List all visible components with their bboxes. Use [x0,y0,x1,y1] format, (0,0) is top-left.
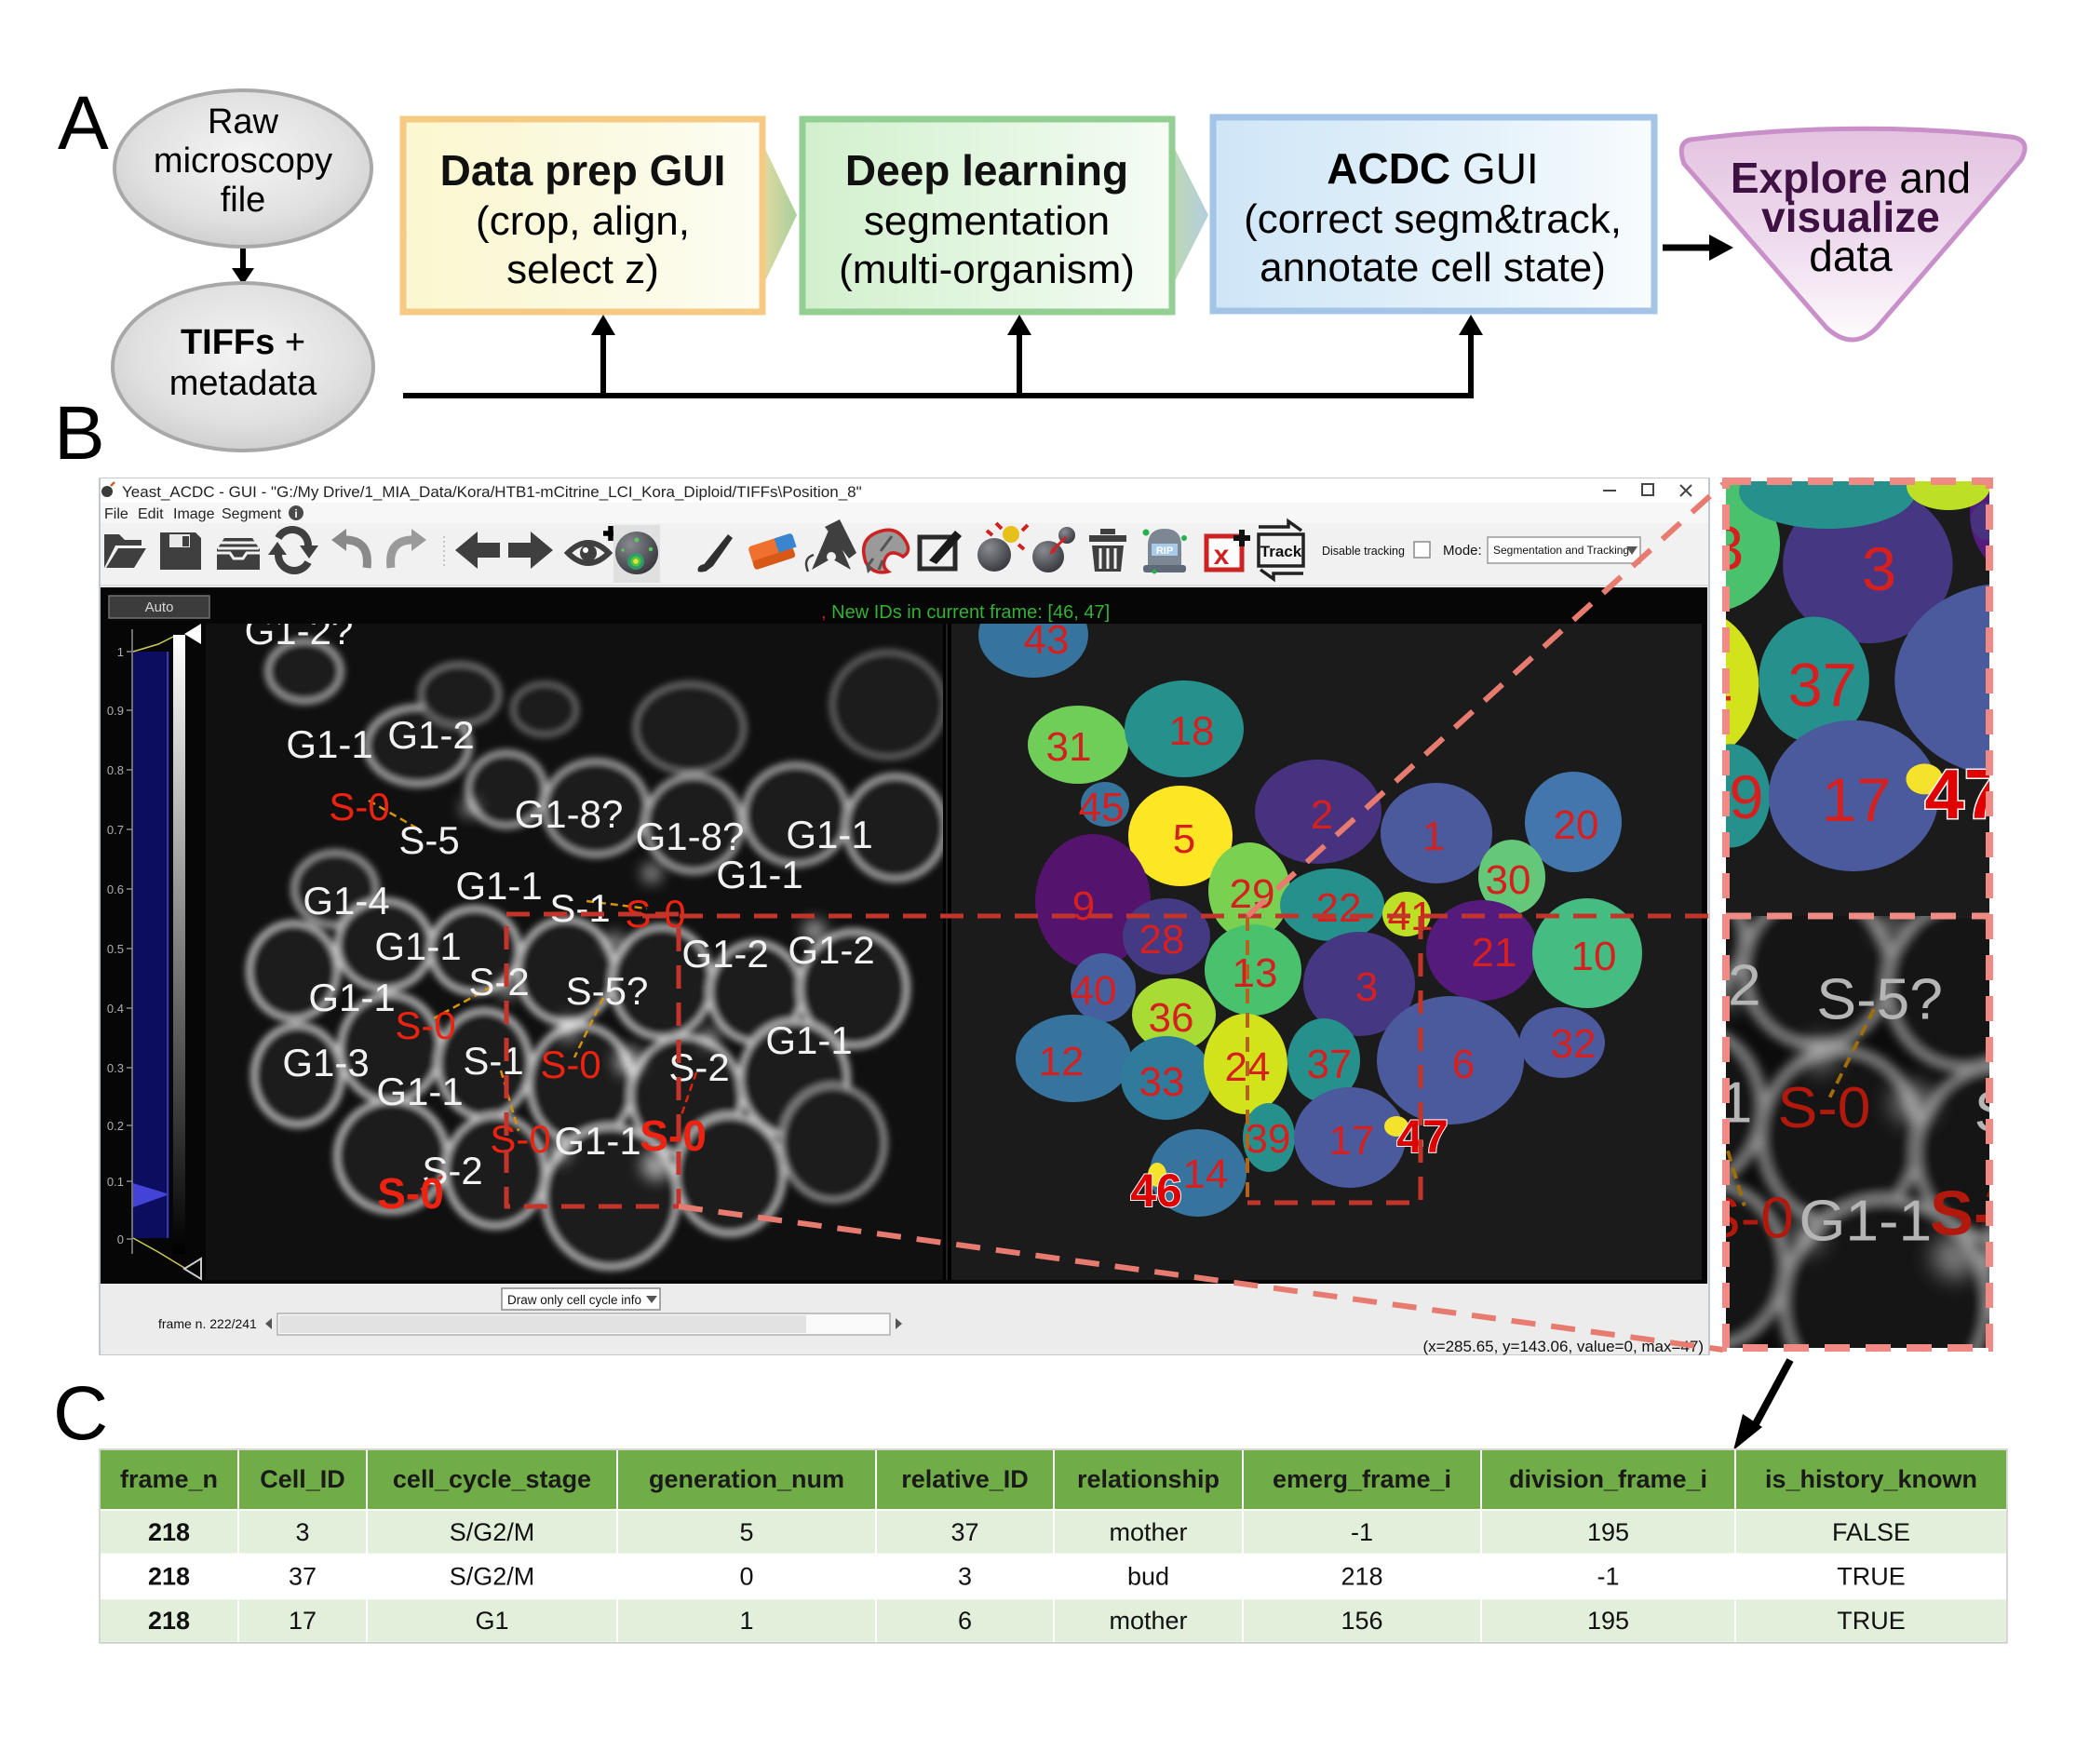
svg-text:1: 1 [739,1607,753,1635]
svg-text:relative_ID: relative_ID [901,1465,1029,1493]
svg-text:Cell_ID: Cell_ID [260,1465,345,1493]
svg-text:Edit: Edit [138,506,164,522]
svg-text:S/G2/M: S/G2/M [450,1518,535,1546]
svg-text:218: 218 [148,1563,190,1591]
svg-text:1: 1 [117,645,124,659]
svg-text:(correct segm&track,: (correct segm&track, [1244,196,1622,242]
svg-text:Raw: Raw [208,102,279,141]
svg-text:0.8: 0.8 [107,763,124,777]
svg-text:, New IDs in current frame: [4: , New IDs in current frame: [46, 47] [821,602,1110,623]
svg-text:Disable tracking: Disable tracking [1322,545,1405,558]
svg-text:37: 37 [950,1518,978,1546]
svg-text:Draw only cell cycle info: Draw only cell cycle info [507,1293,641,1307]
svg-text:0: 0 [739,1563,753,1591]
svg-text:3: 3 [958,1563,972,1591]
svg-text:Yeast_ACDC - GUI - "G:/My Driv: Yeast_ACDC - GUI - "G:/My Drive/1_MIA_Da… [122,483,862,501]
svg-text:mother: mother [1109,1518,1187,1546]
svg-text:0.5: 0.5 [107,942,124,956]
svg-text:218: 218 [1341,1563,1382,1591]
svg-text:Segmentation and Tracking: Segmentation and Tracking [1493,544,1629,557]
svg-text:frame n. 222/241: frame n. 222/241 [158,1316,257,1331]
svg-text:195: 195 [1587,1518,1629,1546]
svg-text:segmentation: segmentation [864,198,1110,244]
svg-text:0.7: 0.7 [107,823,124,837]
svg-text:cell_cycle_stage: cell_cycle_stage [393,1465,591,1493]
svg-text:Deep learning: Deep learning [845,146,1128,195]
svg-text:TRUE: TRUE [1837,1563,1906,1591]
svg-text:division_frame_i: division_frame_i [1509,1465,1707,1493]
svg-text:FALSE: FALSE [1832,1518,1910,1546]
svg-text:file: file [221,181,266,220]
svg-text:data: data [1809,232,1893,280]
svg-text:0: 0 [117,1232,124,1246]
svg-text:Mode:: Mode: [1443,543,1482,559]
svg-text:generation_num: generation_num [649,1465,844,1493]
svg-text:0.3: 0.3 [107,1061,124,1075]
svg-text:emerg_frame_i: emerg_frame_i [1273,1465,1451,1493]
svg-text:metadata: metadata [169,364,317,403]
svg-text:C: C [53,1371,108,1456]
svg-text:Auto: Auto [145,599,174,615]
svg-text:B: B [54,391,105,476]
svg-text:(multi-organism): (multi-organism) [839,247,1135,292]
svg-text:i: i [294,507,297,520]
svg-text:0.6: 0.6 [107,882,124,896]
svg-text:Track: Track [1260,543,1302,560]
svg-text:bud: bud [1127,1563,1169,1591]
svg-text:6: 6 [958,1607,972,1635]
svg-text:microscopy: microscopy [154,141,332,181]
svg-text:(crop, align,: (crop, align, [476,198,690,244]
svg-text:x: x [1214,540,1230,571]
svg-text:0.1: 0.1 [107,1175,124,1189]
svg-text:mother: mother [1109,1607,1187,1635]
svg-text:RIP: RIP [1156,545,1173,557]
svg-text:annotate cell state): annotate cell state) [1260,245,1606,290]
svg-text:3: 3 [295,1518,309,1546]
svg-text:Explore and: Explore and [1731,154,1971,202]
svg-text:is_history_known: is_history_known [1765,1465,1977,1493]
svg-text:156: 156 [1341,1607,1382,1635]
svg-text:0.9: 0.9 [107,704,124,718]
svg-text:37: 37 [289,1563,317,1591]
svg-text:Data prep GUI: Data prep GUI [440,146,726,195]
svg-text:218: 218 [148,1518,190,1546]
svg-text:-1: -1 [1597,1563,1619,1591]
svg-text:218: 218 [148,1607,190,1635]
svg-text:-1: -1 [1351,1518,1373,1546]
svg-text:0.4: 0.4 [107,1002,124,1016]
svg-text:ACDC GUI: ACDC GUI [1327,144,1538,193]
svg-text:visualize: visualize [1761,193,1940,241]
svg-text:TIFFs +: TIFFs + [181,323,305,362]
svg-text:S/G2/M: S/G2/M [450,1563,535,1591]
svg-text:File: File [104,506,128,522]
svg-text:Image: Image [173,506,215,522]
svg-text:frame_n: frame_n [120,1465,218,1493]
svg-text:0.2: 0.2 [107,1119,124,1133]
svg-text:Segment: Segment [222,506,282,522]
svg-text:G1: G1 [475,1607,508,1635]
svg-text:A: A [58,81,109,166]
svg-text:(x=285.65, y=143.06, value=0,: (x=285.65, y=143.06, value=0, max=47) [1423,1338,1704,1355]
svg-text:5: 5 [739,1518,753,1546]
svg-text:relationship: relationship [1077,1465,1220,1493]
svg-text:195: 195 [1587,1607,1629,1635]
svg-text:17: 17 [289,1607,317,1635]
svg-text:select z): select z) [506,247,659,292]
svg-text:TRUE: TRUE [1837,1607,1906,1635]
